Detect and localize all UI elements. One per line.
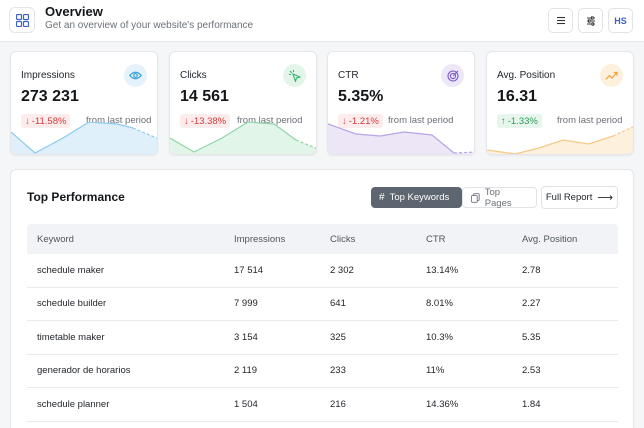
kpi-delta-badge: ↓ -1.21% [338, 114, 383, 128]
kpi-delta-badge: ↑ -1.33% [497, 114, 542, 128]
cell-impressions: 3 154 [234, 331, 258, 343]
sliders-icon [586, 15, 595, 26]
copy-pages-icon [471, 192, 480, 203]
cell-avg-position: 5.35 [522, 331, 541, 343]
table-row[interactable]: timetable maker 3 154 325 10.3% 5.35 [27, 321, 618, 355]
arrow-down-icon: ↓ [184, 115, 189, 127]
kpi-delta-value: -1.21% [348, 115, 379, 127]
kpi-delta-value: -11.58% [31, 115, 67, 127]
cell-impressions: 2 119 [234, 365, 258, 377]
kpi-note: from last period [237, 115, 303, 126]
kpi-note: from last period [557, 115, 623, 126]
top-performance-panel: Top Performance # Top Keywords Top Pages… [10, 169, 634, 428]
cell-ctr: 11% [426, 365, 445, 377]
cell-clicks: 641 [330, 298, 346, 310]
kpi-card-avg-position: Avg. Position 16.31 ↑ -1.33% from last p… [486, 51, 634, 155]
hash-icon: # [379, 192, 385, 203]
kpi-delta-badge: ↓ -11.58% [21, 114, 71, 128]
full-report-button[interactable]: Full Report ⟶ [541, 186, 618, 209]
cell-clicks: 216 [330, 398, 346, 410]
target-icon [441, 64, 464, 87]
kpi-label: Impressions [21, 70, 75, 81]
kpi-delta-value: -1.33% [507, 115, 538, 127]
cell-ctr: 13.14% [426, 264, 459, 276]
kpi-value: 14 561 [180, 88, 229, 105]
keywords-table: Keyword Impressions Clicks CTR Avg. Posi… [27, 224, 618, 422]
column-header-avg-position[interactable]: Avg. Position [522, 233, 578, 245]
kpi-value: 5.35% [338, 88, 384, 105]
kpi-delta-value: -13.38% [190, 115, 227, 127]
column-header-ctr[interactable]: CTR [426, 233, 446, 245]
sparkline-chart [487, 126, 633, 154]
cell-impressions: 1 504 [234, 398, 258, 410]
cell-keyword: schedule planner [37, 398, 110, 410]
tab-label: Top Pages [484, 186, 512, 209]
menu-button[interactable] [548, 8, 573, 33]
sparkline-chart [170, 122, 316, 154]
kpi-label: CTR [338, 70, 359, 81]
cell-clicks: 233 [330, 365, 346, 377]
trend-up-icon [600, 64, 623, 87]
table-row[interactable]: generador de horarios 2 119 233 11% 2.53 [27, 355, 618, 388]
cell-keyword: generador de horarios [37, 365, 131, 377]
kpi-label: Clicks [180, 70, 207, 81]
arrow-up-icon: ↑ [501, 115, 506, 127]
sparkline-chart [328, 123, 474, 154]
cell-impressions: 17 514 [234, 264, 264, 276]
table-row[interactable]: schedule planner 1 504 216 14.36% 1.84 [27, 388, 618, 422]
cell-ctr: 8.01% [426, 298, 453, 310]
cell-clicks: 2 302 [330, 264, 354, 276]
kpi-value: 273 231 [21, 88, 79, 105]
arrow-down-icon: ↓ [25, 115, 30, 127]
kpi-delta-badge: ↓ -13.38% [180, 114, 231, 128]
cell-keyword: schedule builder [37, 298, 107, 310]
cell-keyword: timetable maker [37, 331, 105, 343]
user-avatar-button[interactable]: HS [608, 8, 633, 33]
eye-icon [124, 64, 147, 87]
kpi-note: from last period [86, 115, 152, 126]
kpi-note: from last period [388, 115, 454, 126]
arrow-right-icon: ⟶ [597, 192, 614, 204]
table-row[interactable]: schedule maker 17 514 2 302 13.14% 2.78 [27, 254, 618, 288]
cell-avg-position: 2.27 [522, 298, 541, 310]
page-subtitle: Get an overview of your website's perfor… [45, 20, 254, 31]
kpi-card-ctr: CTR 5.35% ↓ -1.21% from last period [327, 51, 475, 155]
top-header: Overview Get an overview of your website… [0, 0, 644, 42]
filter-settings-button[interactable] [578, 8, 603, 33]
panel-title: Top Performance [27, 190, 125, 204]
app-logo[interactable] [9, 7, 35, 33]
sparkline-chart [11, 122, 157, 154]
cell-keyword: schedule maker [37, 264, 105, 276]
cell-impressions: 7 999 [234, 298, 258, 310]
cell-avg-position: 2.78 [522, 264, 541, 276]
tab-top-keywords[interactable]: # Top Keywords [371, 187, 462, 208]
table-header: Keyword Impressions Clicks CTR Avg. Posi… [27, 224, 618, 254]
cursor-click-icon [283, 64, 306, 87]
menu-icon [556, 16, 565, 25]
grid-icon [16, 14, 29, 27]
cell-avg-position: 2.53 [522, 365, 541, 377]
kpi-label: Avg. Position [497, 70, 556, 81]
column-header-keyword[interactable]: Keyword [37, 233, 74, 245]
page-title: Overview [45, 4, 103, 19]
cell-clicks: 325 [330, 331, 346, 343]
full-report-label: Full Report [545, 192, 593, 203]
arrow-down-icon: ↓ [342, 115, 347, 127]
table-row[interactable]: schedule builder 7 999 641 8.01% 2.27 [27, 288, 618, 321]
tab-top-pages[interactable]: Top Pages [462, 186, 537, 209]
cell-ctr: 10.3% [426, 331, 453, 343]
column-header-impressions[interactable]: Impressions [234, 233, 286, 245]
kpi-card-clicks: Clicks 14 561 ↓ -13.38% from last period [169, 51, 317, 155]
cell-ctr: 14.36% [426, 398, 459, 410]
kpi-card-impressions: Impressions 273 231 ↓ -11.58% from last … [10, 51, 158, 155]
column-header-clicks[interactable]: Clicks [330, 233, 356, 245]
kpi-value: 16.31 [497, 88, 538, 105]
tab-label: Top Keywords [389, 192, 450, 203]
cell-avg-position: 1.84 [522, 398, 541, 410]
